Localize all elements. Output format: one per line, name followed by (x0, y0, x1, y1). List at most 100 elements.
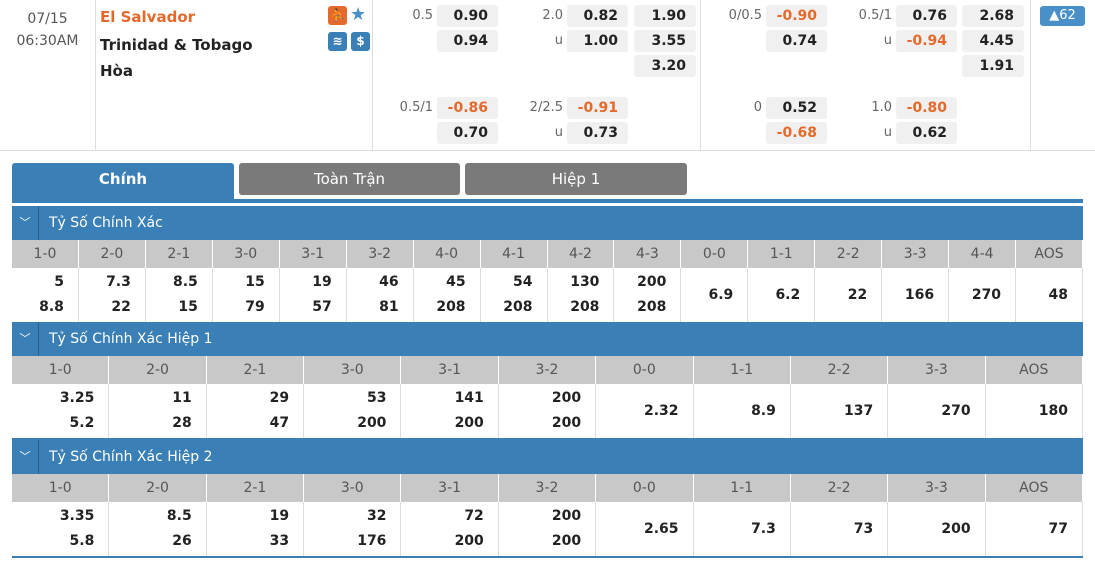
home-odds[interactable]: 270 (941, 402, 971, 419)
home-odds[interactable]: 29 (269, 390, 290, 406)
away-odds[interactable]: 5.2 (69, 415, 95, 431)
chevron-down-icon[interactable]: ﹀ (12, 206, 39, 240)
away-odds[interactable]: 208 (637, 299, 667, 315)
odds-x[interactable]: 1.91 (962, 55, 1024, 77)
odds-over[interactable]: 0.76 (896, 5, 957, 27)
player-icon[interactable]: ⛹ (328, 6, 347, 25)
home-odds[interactable]: 180 (1038, 402, 1068, 419)
home-odds[interactable]: 270 (971, 286, 1002, 303)
away-odds[interactable]: 26 (172, 533, 192, 549)
home-odds[interactable]: 6.2 (775, 286, 801, 303)
odds-over[interactable]: -0.91 (567, 97, 628, 119)
chevron-down-icon[interactable]: ﹀ (12, 440, 39, 474)
odds-home[interactable]: -0.90 (766, 5, 827, 27)
odds-home[interactable]: 0.90 (437, 5, 498, 27)
home-odds[interactable]: 77 (1048, 520, 1068, 537)
home-odds[interactable]: 48 (1048, 286, 1068, 303)
dollar-icon[interactable]: $ (351, 32, 370, 51)
odds-over[interactable]: 0.82 (567, 5, 628, 27)
home-odds[interactable]: 2.65 (643, 520, 679, 537)
tab-chinh[interactable]: Chính (12, 163, 234, 199)
odds-under[interactable]: -0.94 (896, 30, 957, 52)
away-team[interactable]: Trinidad & Tobago (100, 36, 253, 54)
home-odds[interactable]: 22 (847, 286, 868, 303)
home-odds[interactable]: 2.32 (643, 402, 679, 419)
away-odds[interactable]: 176 (357, 533, 387, 549)
away-odds[interactable]: 47 (269, 415, 290, 431)
odds-over[interactable]: -0.80 (896, 97, 957, 119)
odds-under[interactable]: 0.73 (567, 122, 628, 144)
odds-1[interactable]: 2.68 (962, 5, 1024, 27)
away-odds[interactable]: 200 (357, 415, 387, 431)
home-odds[interactable]: 6.9 (708, 286, 734, 303)
home-odds[interactable]: 137 (844, 402, 874, 419)
away-odds[interactable]: 200 (454, 533, 484, 549)
home-odds[interactable]: 45 (446, 274, 466, 290)
away-odds[interactable]: 28 (172, 415, 192, 431)
star-icon[interactable]: ★ (350, 4, 367, 25)
odds-home[interactable]: -0.86 (437, 97, 498, 119)
home-odds[interactable]: 200 (551, 390, 582, 406)
section-header[interactable]: ﹀ Tỷ Số Chính Xác Hiệp 2 (12, 440, 1083, 474)
chevron-down-icon[interactable]: ﹀ (12, 322, 39, 356)
home-odds[interactable]: 53 (366, 390, 387, 406)
home-odds[interactable]: 5 (54, 274, 64, 290)
home-odds[interactable]: 141 (454, 390, 484, 406)
odds-2[interactable]: 3.55 (634, 30, 696, 52)
home-odds[interactable]: 7.3 (106, 274, 131, 290)
odds-home[interactable]: 0.52 (766, 97, 827, 119)
tab-toan-tran[interactable]: Toàn Trận (239, 163, 460, 195)
home-odds[interactable]: 200 (941, 520, 971, 537)
home-odds[interactable]: 19 (269, 508, 290, 524)
away-odds[interactable]: 57 (312, 299, 332, 315)
home-odds[interactable]: 32 (366, 508, 387, 524)
away-odds[interactable]: 8.8 (39, 299, 64, 315)
home-odds[interactable]: 166 (904, 286, 935, 303)
home-odds[interactable]: 7.3 (751, 520, 776, 537)
odds-under[interactable]: 0.62 (896, 122, 957, 144)
section-header[interactable]: ﹀ Tỷ Số Chính Xác (12, 206, 1083, 240)
home-odds[interactable]: 8.5 (166, 508, 192, 524)
odds-away[interactable]: -0.68 (766, 122, 827, 144)
home-odds[interactable]: 11 (172, 390, 192, 406)
home-odds[interactable]: 19 (312, 274, 332, 290)
tab-hiep-1[interactable]: Hiệp 1 (465, 163, 687, 195)
away-odds[interactable]: 200 (551, 415, 582, 431)
home-team[interactable]: El Salvador (100, 8, 196, 26)
away-odds[interactable]: 208 (436, 299, 466, 315)
away-odds[interactable]: 79 (245, 299, 265, 315)
away-odds[interactable]: 15 (178, 299, 198, 315)
away-odds[interactable]: 208 (503, 299, 533, 315)
away-odds[interactable]: 200 (551, 533, 582, 549)
away-odds[interactable]: 33 (269, 533, 290, 549)
odds-under[interactable]: 1.00 (567, 30, 628, 52)
home-odds[interactable]: 15 (245, 274, 265, 290)
home-odds[interactable]: 8.9 (751, 402, 776, 419)
home-odds[interactable]: 54 (513, 274, 533, 290)
away-odds[interactable]: 5.8 (69, 533, 95, 549)
score-header: 1-1 (694, 356, 791, 384)
more-markets-badge[interactable]: ▲62 (1040, 6, 1085, 26)
home-odds[interactable]: 130 (570, 274, 600, 290)
away-odds[interactable]: 200 (454, 415, 484, 431)
home-odds[interactable]: 72 (464, 508, 484, 524)
home-odds[interactable]: 73 (853, 520, 874, 537)
odds-away[interactable]: 0.94 (437, 30, 498, 52)
away-odds[interactable]: 81 (379, 299, 399, 315)
home-odds[interactable]: 200 (551, 508, 582, 524)
odds-away[interactable]: 0.74 (766, 30, 827, 52)
home-odds[interactable]: 8.5 (173, 274, 198, 290)
home-odds[interactable]: 3.35 (59, 508, 95, 524)
away-odds[interactable]: 208 (570, 299, 600, 315)
home-odds[interactable]: 3.25 (59, 390, 95, 406)
away-odds[interactable]: 22 (111, 299, 131, 315)
odds-away[interactable]: 0.70 (437, 122, 498, 144)
ou-line: 2/2.5 (529, 100, 563, 115)
home-odds[interactable]: 46 (379, 274, 399, 290)
stats-icon[interactable]: ≋ (328, 32, 347, 51)
home-odds[interactable]: 200 (637, 274, 667, 290)
odds-x[interactable]: 3.20 (634, 55, 696, 77)
section-header[interactable]: ﹀ Tỷ Số Chính Xác Hiệp 1 (12, 322, 1083, 356)
odds-2[interactable]: 4.45 (962, 30, 1024, 52)
odds-1[interactable]: 1.90 (634, 5, 696, 27)
